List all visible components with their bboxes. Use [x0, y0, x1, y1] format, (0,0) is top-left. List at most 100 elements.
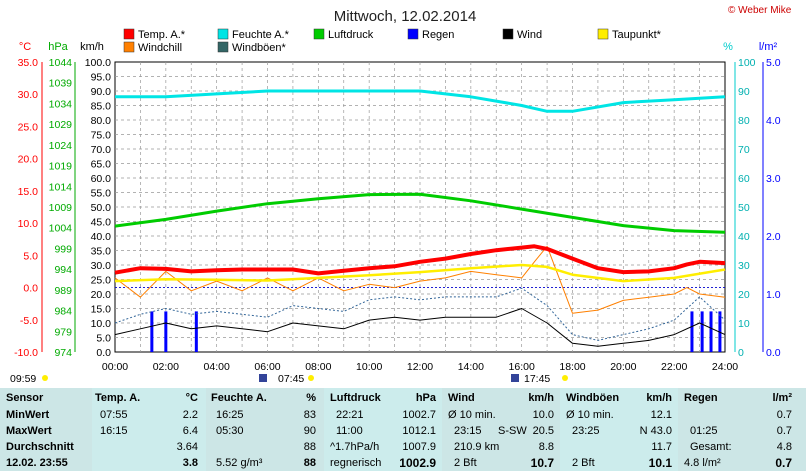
humidity-abs-value: 5.52 g/m³ [216, 457, 263, 469]
tick-hpa-8: 1004 [49, 223, 73, 235]
temp-max-value: 6.4 [182, 425, 198, 437]
tick-x-10: 20:00 [610, 361, 636, 373]
pressure-column: Luftdruck hPa 22:21 1002.7 11:00 1012.1 … [324, 388, 442, 471]
tick-pct-0: 100 [738, 57, 756, 69]
tick-hpa-6: 1014 [49, 181, 73, 193]
tick-kmh-20: 0.0 [96, 347, 111, 359]
pressure-current-value: 1002.9 [399, 456, 436, 470]
rain-header: Regen [684, 392, 718, 404]
pressure-max-value: 1012.1 [402, 425, 436, 437]
legend-label-3: Regen [422, 29, 454, 41]
rain-bar-1 [164, 311, 168, 352]
tick-kmh-16: 20.0 [91, 289, 112, 301]
tick-pct-2: 80 [738, 115, 750, 127]
gust-avg-value: 11.7 [651, 441, 672, 453]
copyright-text: © Weber Mike [728, 5, 792, 16]
wind-max-value: 20.5 [532, 425, 554, 437]
tick-temp-8: -5.0 [20, 315, 38, 327]
tick-pct-10: 0 [738, 347, 744, 359]
wind-column: Wind km/h Ø 10 min. 10.0 23:15 S-SW 20.5… [442, 388, 560, 471]
tick-hpa-2: 1034 [49, 98, 73, 110]
sunset-icon [511, 374, 519, 382]
humidity-min-time: 16:25 [216, 409, 244, 421]
tick-kmh-14: 30.0 [91, 260, 112, 272]
rain-bar-2 [194, 311, 198, 352]
tick-x-1: 02:00 [153, 361, 179, 373]
tick-pct-3: 70 [738, 144, 750, 156]
tick-hpa-7: 1009 [49, 202, 73, 214]
tick-hpa-3: 1029 [49, 119, 73, 131]
tick-x-4: 08:00 [305, 361, 331, 373]
legend-swatch-6 [123, 41, 135, 53]
tick-hpa-5: 1019 [49, 161, 73, 173]
tick-kmh-2: 90.0 [91, 86, 112, 98]
tick-temp-9: -10.0 [14, 347, 38, 359]
tick-x-8: 16:00 [509, 361, 535, 373]
tick-hpa-13: 979 [54, 326, 72, 338]
sunrise-icon [259, 374, 267, 382]
legend-swatch-2 [313, 28, 325, 40]
tick-temp-7: 0.0 [23, 283, 38, 295]
legend-swatch-1 [217, 28, 229, 40]
axis-label-rain: l/m² [759, 41, 778, 53]
weather-chart: Mittwoch, 12.02.2014 © Weber Mike Temp. A.… [10, 5, 792, 385]
gust-avg10-label: Ø 10 min. [566, 409, 614, 421]
tick-temp-1: 30.0 [18, 89, 39, 101]
rain-bar-6 [718, 311, 722, 352]
tick-kmh-18: 10.0 [91, 318, 112, 330]
tick-pct-6: 40 [738, 231, 750, 243]
row-label-current: 12.02. 23:55 [6, 457, 68, 469]
humidity-header: Feuchte A. [211, 392, 267, 404]
tick-kmh-3: 85.0 [91, 101, 112, 113]
tick-pct-5: 50 [738, 202, 750, 214]
tick-pct-7: 30 [738, 260, 750, 272]
legend-label-5: Taupunkt* [612, 29, 662, 41]
temp-avg-value: 3.64 [176, 441, 198, 453]
legend-swatch-7 [217, 41, 229, 53]
gust-header: Windböen [566, 392, 620, 404]
tick-x-12: 24:00 [712, 361, 738, 373]
legend-swatch-3 [407, 28, 419, 40]
row-label-avg: Durchschnitt [6, 441, 74, 453]
series-line-taupunkt [114, 263, 726, 283]
tick-pct-4: 60 [738, 173, 750, 185]
tick-temp-0: 35.0 [18, 57, 39, 69]
tick-kmh-19: 5.0 [96, 333, 111, 345]
rain-total-label: Gesamt: [690, 441, 732, 453]
chart-title: Mittwoch, 12.02.2014 [334, 8, 477, 25]
tick-rain-1: 4.0 [766, 115, 781, 127]
tick-kmh-4: 80.0 [91, 115, 112, 127]
wind-header: Wind [448, 392, 475, 404]
row-label-min: MinWert [6, 409, 50, 421]
sunset-time: 17:45 [524, 373, 550, 385]
axis-label-kmh: km/h [80, 41, 104, 53]
tick-rain-4: 1.0 [766, 289, 781, 301]
temp-min-time: 07:55 [100, 409, 128, 421]
tick-kmh-5: 75.0 [91, 130, 112, 142]
pressure-trend: ^1.7hPa/h [330, 441, 380, 453]
tick-x-2: 04:00 [204, 361, 230, 373]
legend-label-1: Feuchte A.* [232, 29, 290, 41]
sunrise-time: 07:45 [278, 373, 304, 385]
legend-swatch-0 [123, 28, 135, 40]
tick-x-3: 06:00 [254, 361, 280, 373]
wind-max-dir: S-SW [498, 425, 527, 437]
legend-label-2: Luftdruck [328, 29, 374, 41]
tick-x-11: 22:00 [661, 361, 687, 373]
tick-x-7: 14:00 [458, 361, 484, 373]
sun-icon-rise [308, 375, 314, 381]
legend-swatch-4 [502, 28, 514, 40]
temp-min-value: 2.2 [182, 409, 198, 421]
tick-hpa-4: 1024 [49, 140, 73, 152]
tick-kmh-10: 50.0 [91, 202, 112, 214]
pressure-min-time: 22:21 [336, 409, 364, 421]
tick-x-9: 18:00 [559, 361, 585, 373]
rain-current-value: 0.7 [775, 456, 792, 470]
legend-label-6: Windchill [138, 42, 182, 54]
series-line-wind [114, 308, 726, 347]
row-label-max: MaxWert [6, 425, 52, 437]
tick-temp-2: 25.0 [18, 121, 39, 133]
wind-max-time: 23:15 [454, 425, 482, 437]
legend-label-0: Temp. A.* [138, 29, 186, 41]
axis-label-pct: % [723, 41, 733, 53]
